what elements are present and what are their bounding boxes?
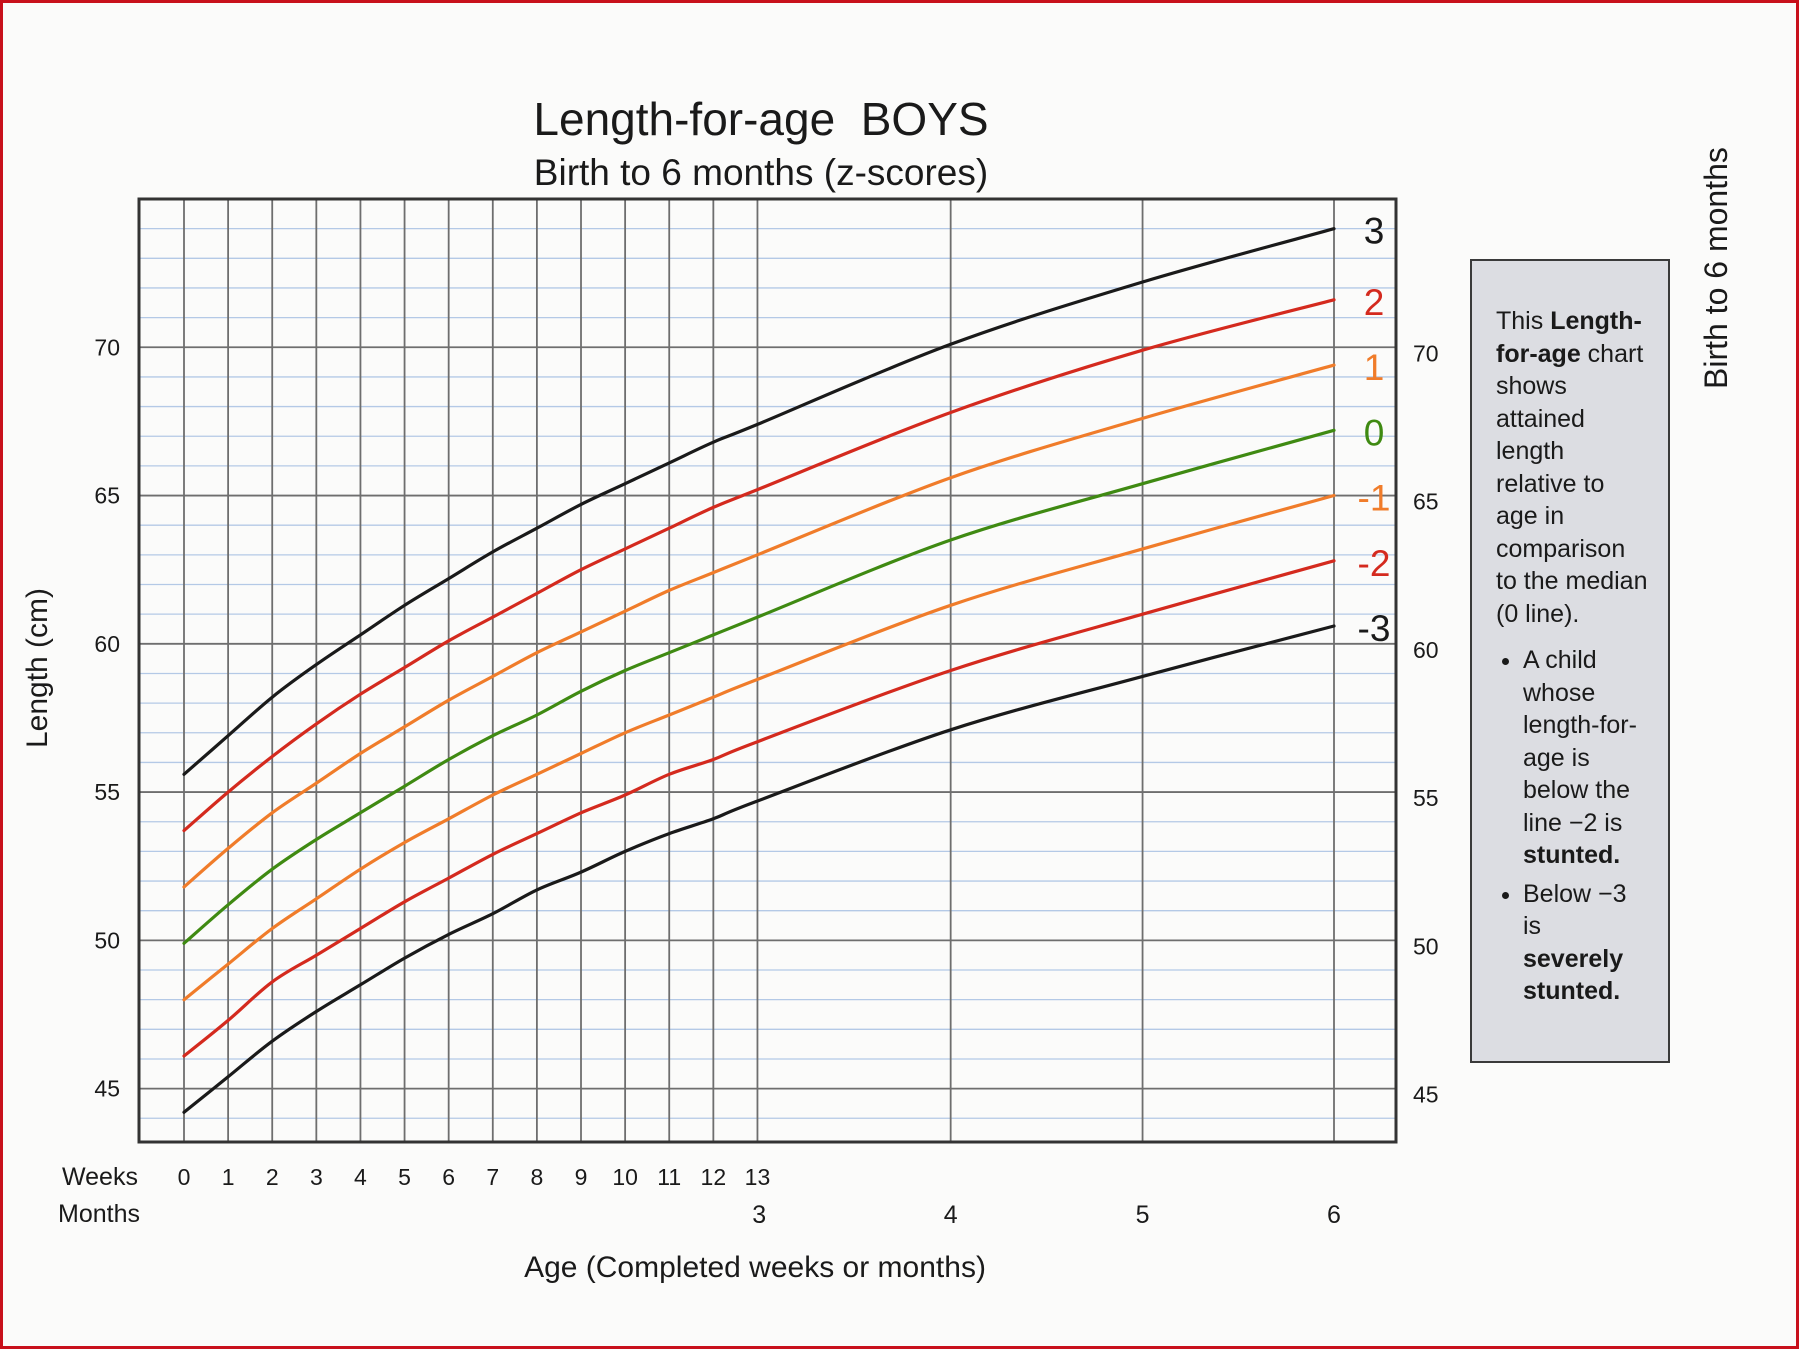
y-axis-label: Length (cm) <box>21 588 54 748</box>
series-line-z3 <box>182 227 1336 776</box>
y-tick-label: 70 <box>94 334 120 360</box>
y-tick-label: 70 <box>1413 340 1439 366</box>
y-tick-labels-right: 45 50 55 60 65 70 <box>1413 340 1439 1107</box>
note-intro: This Length-for-age chart shows attained… <box>1496 305 1648 630</box>
series-line-z0 <box>182 428 1336 945</box>
series-label-z2: 2 <box>1364 282 1385 323</box>
month-tick-label: 5 <box>1136 1201 1150 1229</box>
series-label-z-3: -3 <box>1358 608 1391 649</box>
y-tick-label: 65 <box>94 483 120 509</box>
months-row-label: Months <box>58 1200 140 1228</box>
plot-area-border <box>137 197 1398 1144</box>
minor-gridlines <box>139 198 1396 1119</box>
y-tick-label: 60 <box>94 631 120 657</box>
week-tick-label: 0 <box>178 1164 191 1190</box>
week-tick-label: 5 <box>398 1164 411 1190</box>
week-tick-label: 6 <box>442 1164 455 1190</box>
note-bullets: A child whose length-for-age is below th… <box>1496 644 1648 1008</box>
week-tick-label: 11 <box>657 1164 681 1190</box>
side-title: Birth to 6 months <box>1698 147 1734 389</box>
z-score-lines <box>182 227 1336 1114</box>
note-intro-rest: chart shows attained length relative to … <box>1496 339 1648 628</box>
note-intro-text: This <box>1496 307 1551 335</box>
note-bullet-bold: stunted. <box>1523 841 1621 869</box>
y-tick-label: 55 <box>1413 785 1439 811</box>
y-tick-label: 60 <box>1413 637 1439 663</box>
series-line-z2 <box>182 298 1336 833</box>
month-tick-label: 6 <box>1327 1201 1341 1229</box>
week-tick-label: 1 <box>222 1164 235 1190</box>
y-tick-label: 50 <box>94 927 120 953</box>
week-tick-label: 7 <box>486 1164 499 1190</box>
chart-subtitle: Birth to 6 months (z-scores) <box>534 152 988 193</box>
note-bullet-stunted: A child whose length-for-age is below th… <box>1523 644 1648 872</box>
series-line-z-2 <box>182 559 1336 1058</box>
y-tick-label: 55 <box>94 779 120 805</box>
series-line-z-1 <box>182 493 1336 1002</box>
y-tick-label: 45 <box>94 1076 120 1102</box>
week-tick-label: 10 <box>612 1164 638 1190</box>
chart-note-box: This Length-for-age chart shows attained… <box>1470 259 1670 1063</box>
series-label-z1: 1 <box>1364 347 1385 388</box>
series-label-z0: 0 <box>1364 412 1385 453</box>
series-label-z-2: -2 <box>1358 543 1391 584</box>
series-label-z3: 3 <box>1364 211 1385 252</box>
week-tick-label: 4 <box>354 1164 367 1190</box>
week-tick-labels: 0 1 2 3 4 5 6 7 8 9 10 11 12 13 <box>178 1164 771 1190</box>
note-bullet-text: Below −3 is <box>1523 879 1627 941</box>
week-tick-label: 2 <box>266 1164 279 1190</box>
y-tick-label: 45 <box>1413 1082 1439 1108</box>
series-line-z-3 <box>182 624 1336 1114</box>
week-tick-label: 8 <box>530 1164 543 1190</box>
series-line-z1 <box>182 363 1336 889</box>
y-tick-label: 65 <box>1413 489 1439 515</box>
series-end-labels: 3 2 1 0 -1 -2 -3 <box>1358 211 1391 649</box>
weeks-row-label: Weeks <box>62 1163 138 1191</box>
month-tick-label: 4 <box>944 1201 958 1229</box>
week-tick-label: 9 <box>575 1164 588 1190</box>
chart-title: Length-for-age BOYS <box>533 93 988 145</box>
y-tick-label: 50 <box>1413 933 1439 959</box>
month-tick-labels: 3 4 5 6 <box>752 1201 1341 1229</box>
major-gridlines <box>139 199 1396 1142</box>
note-bullet-text: A child whose length-for-age is below th… <box>1523 646 1637 837</box>
note-intro-bold: Length-for-age <box>1496 307 1642 368</box>
x-axis-label: Age (Completed weeks or months) <box>524 1251 986 1284</box>
growth-chart: Length-for-age BOYS Birth to 6 months (z… <box>21 93 1439 1284</box>
note-bullet-bold: severely stunted. <box>1523 944 1624 1006</box>
week-tick-label: 13 <box>745 1164 771 1190</box>
week-tick-label: 12 <box>701 1164 727 1190</box>
y-tick-labels-left: 45 50 55 60 65 70 <box>94 334 120 1101</box>
series-label-z-1: -1 <box>1358 478 1391 519</box>
note-bullet-severely-stunted: Below −3 is severely stunted. <box>1523 878 1648 1008</box>
month-tick-label: 3 <box>752 1201 766 1229</box>
week-tick-label: 3 <box>310 1164 323 1190</box>
